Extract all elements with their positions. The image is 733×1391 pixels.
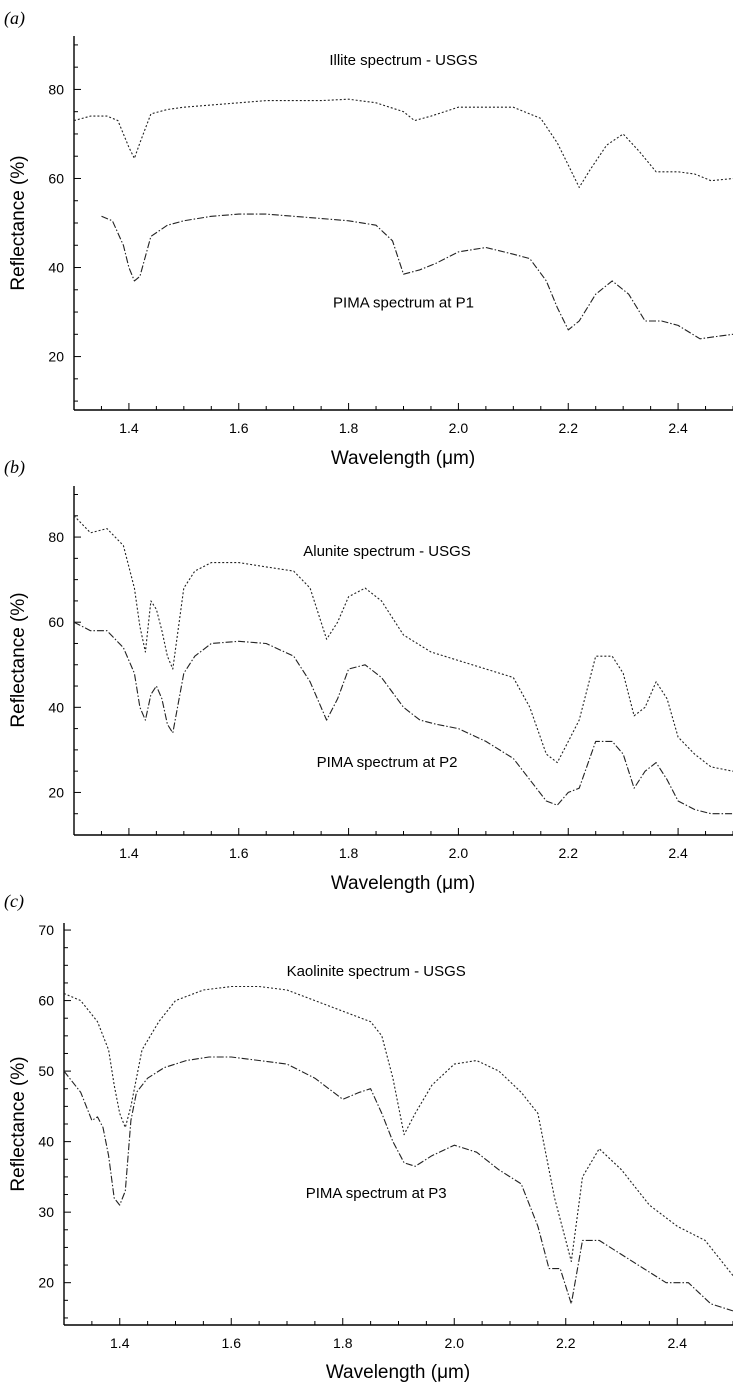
x-axis-label: Wavelength (μm) (331, 448, 475, 469)
y-axis-label: Reflectance (%) (8, 155, 29, 290)
spectrum-line-1 (73, 515, 733, 772)
y-tick-label: 60 (38, 993, 54, 1009)
chart-panel-3: (c) 1.4 1.6 1.8 2.0 2.2 2.4 20 30 40 50 60 70 Wavelen… (4, 891, 733, 1383)
spectrum-line-1 (73, 98, 733, 188)
y-tick-label: 80 (48, 81, 64, 97)
panel-label: (b) (4, 457, 25, 478)
x-tick-label: 2.0 (449, 420, 469, 436)
spectrum-line-2 (73, 621, 733, 815)
x-tick-label: 1.8 (339, 420, 359, 436)
annotation-label: PIMA spectrum at P1 (333, 295, 474, 312)
x-tick-label: 2.0 (449, 845, 469, 861)
annotation-label: Kaolinite spectrum - USGS (287, 963, 466, 980)
y-tick-label: 20 (48, 349, 64, 365)
x-tick-label: 1.4 (110, 1335, 130, 1351)
annotation-label: PIMA spectrum at P2 (317, 754, 458, 771)
x-tick-label: 2.2 (559, 420, 579, 436)
chart-panel-2: (b) 1.4 1.6 1.8 2.0 2.2 2.4 20 40 60 80 Wavelength … (4, 457, 733, 894)
annotation-label: Illite spectrum - USGS (329, 52, 477, 69)
chart-panel-1: (a) 1.4 1.6 1.8 2.0 2.2 2.4 20 40 60 80 Wavelength … (4, 8, 733, 469)
y-tick-label: 40 (48, 260, 64, 276)
y-tick-label: 40 (38, 1134, 54, 1150)
x-tick-label: 2.2 (556, 1335, 576, 1351)
spectrum-line-2 (63, 1056, 733, 1312)
y-tick-label: 80 (48, 529, 64, 545)
x-tick-label: 2.0 (445, 1335, 465, 1351)
y-tick-label: 50 (38, 1063, 54, 1079)
x-tick-label: 1.4 (119, 420, 139, 436)
y-tick-label: 60 (48, 614, 64, 630)
x-tick-label: 2.4 (668, 1335, 688, 1351)
spectrum-line-2 (101, 213, 733, 340)
y-tick-label: 40 (48, 699, 64, 715)
annotation-label: Alunite spectrum - USGS (303, 543, 471, 560)
x-tick-label: 2.4 (668, 845, 688, 861)
x-tick-label: 1.6 (229, 420, 249, 436)
panel-label: (a) (4, 8, 25, 29)
x-tick-label: 2.2 (559, 845, 579, 861)
spectrum-line-1 (63, 985, 733, 1276)
x-axis-label: Wavelength (μm) (331, 873, 475, 894)
x-tick-label: 1.4 (119, 845, 139, 861)
annotation-label: PIMA spectrum at P3 (306, 1185, 447, 1202)
x-tick-label: 2.4 (668, 420, 688, 436)
x-tick-label: 1.8 (339, 845, 359, 861)
x-axis-label: Wavelength (μm) (326, 1362, 470, 1383)
y-axis-label: Reflectance (%) (8, 592, 29, 727)
panel-label: (c) (4, 891, 24, 912)
y-tick-label: 30 (38, 1204, 54, 1220)
y-tick-label: 20 (38, 1275, 54, 1291)
y-tick-label: 70 (38, 922, 54, 938)
y-axis-label: Reflectance (%) (8, 1056, 29, 1191)
x-tick-label: 1.8 (333, 1335, 353, 1351)
x-tick-label: 1.6 (222, 1335, 242, 1351)
y-tick-label: 20 (48, 784, 64, 800)
y-tick-label: 60 (48, 170, 64, 186)
x-tick-label: 1.6 (229, 845, 249, 861)
